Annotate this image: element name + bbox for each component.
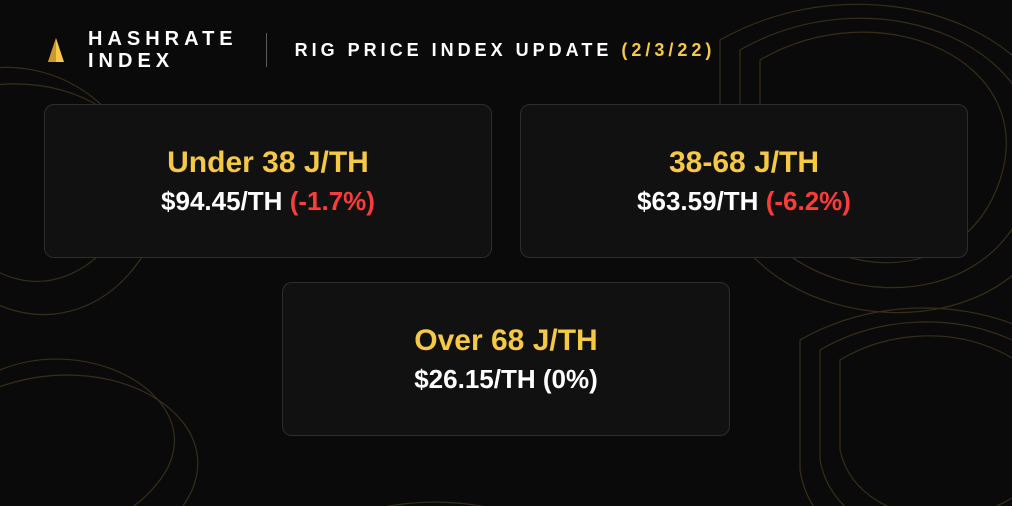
card-change: (-6.2%): [766, 186, 851, 216]
card-value: $26.15/TH (0%): [414, 364, 598, 395]
logo-icon: [38, 32, 74, 68]
headline-title: RIG PRICE INDEX UPDATE: [295, 40, 613, 60]
card-change: (0%): [543, 364, 598, 394]
header-divider: [266, 33, 267, 67]
brand: HASHRATE INDEX: [38, 28, 238, 72]
headline-date: (2/3/22): [621, 40, 715, 60]
card-title: Over 68 J/TH: [414, 324, 597, 358]
card-under-38: Under 38 J/TH $94.45/TH (-1.7%): [44, 104, 492, 258]
card-title: 38-68 J/TH: [669, 146, 819, 180]
card-price: $94.45/TH: [161, 186, 282, 216]
brand-name: HASHRATE INDEX: [88, 28, 238, 72]
cards-container: Under 38 J/TH $94.45/TH (-1.7%) 38-68 J/…: [38, 104, 974, 436]
card-price: $63.59/TH: [637, 186, 758, 216]
header: HASHRATE INDEX RIG PRICE INDEX UPDATE (2…: [38, 28, 974, 72]
card-over-68: Over 68 J/TH $26.15/TH (0%): [282, 282, 730, 436]
card-value: $63.59/TH (-6.2%): [637, 186, 851, 217]
card-change: (-1.7%): [290, 186, 375, 216]
headline: RIG PRICE INDEX UPDATE (2/3/22): [295, 40, 716, 61]
card-title: Under 38 J/TH: [167, 146, 369, 180]
card-value: $94.45/TH (-1.7%): [161, 186, 375, 217]
card-38-68: 38-68 J/TH $63.59/TH (-6.2%): [520, 104, 968, 258]
card-price: $26.15/TH: [414, 364, 535, 394]
